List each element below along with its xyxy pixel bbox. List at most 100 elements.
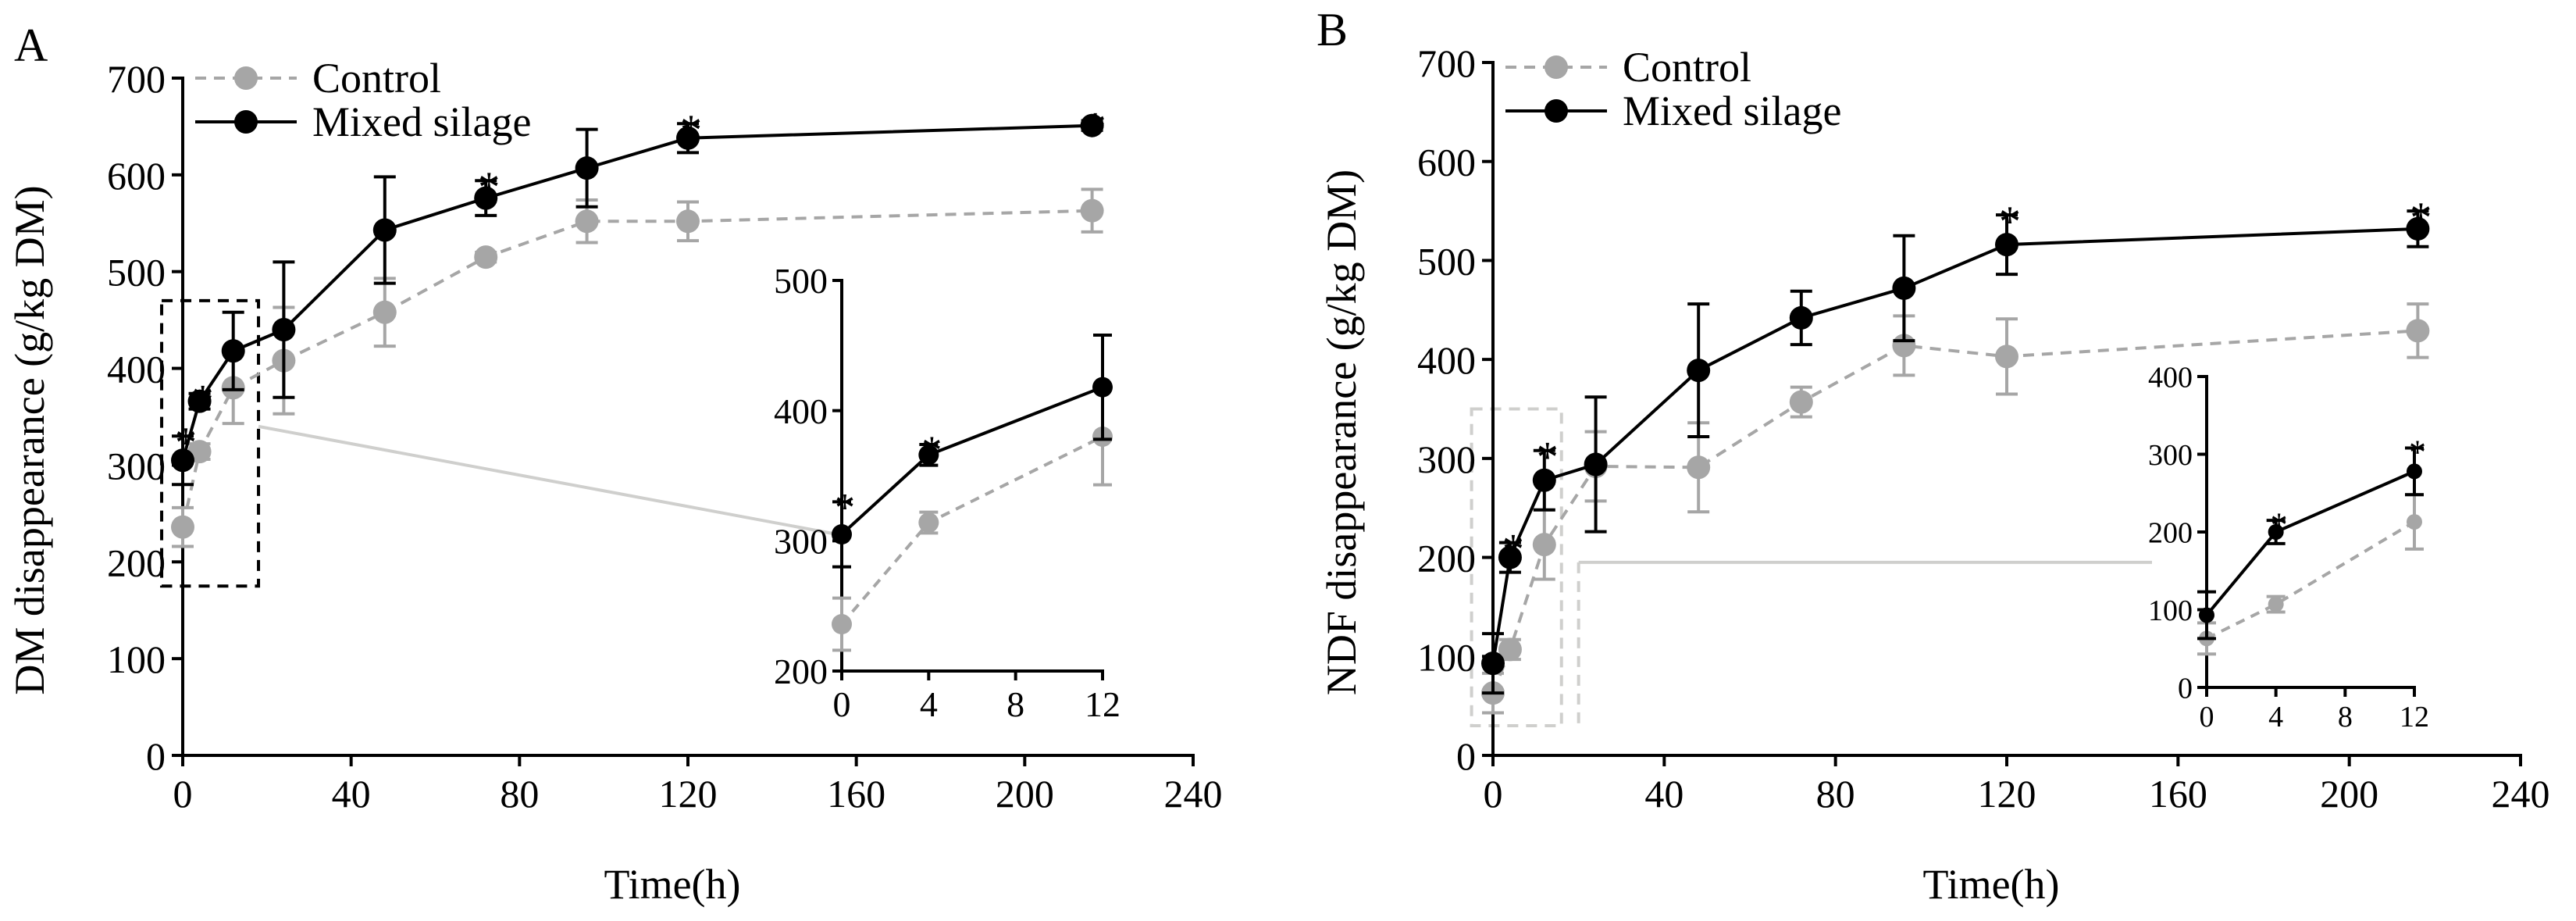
y-axis-title: NDF disappearance (g/kg DM)	[1318, 170, 1365, 695]
legend-marker-mixed-silage	[234, 110, 258, 134]
inset-x-tick-label: 12	[1085, 684, 1121, 724]
panel-a-plot-area: **** *	[171, 103, 1106, 548]
panel-a-zoom-box	[160, 298, 261, 588]
inset-series-line-mixed-silage	[840, 385, 1103, 536]
y-tick-label: 600	[107, 154, 166, 198]
main-significance-marker: *	[2410, 194, 2432, 242]
main-data-point	[1995, 344, 2018, 369]
inset-x-tick-label: 8	[1007, 684, 1024, 724]
main-data-point	[474, 245, 498, 270]
x-tick-label: 0	[173, 772, 193, 816]
inset-x-tick-label: 0	[833, 684, 851, 724]
main-series-line-control	[1491, 329, 2418, 694]
main-data-point	[372, 218, 397, 242]
legend-label: Mixed silage	[1623, 87, 1841, 134]
panel-b-plot-area: * * * *	[1481, 194, 2432, 715]
main-significance-marker: *	[680, 106, 702, 155]
main-data-point	[1080, 113, 1104, 137]
legend-marker-mixed-silage	[1545, 99, 1568, 123]
y-tick-label: 600	[1417, 141, 1476, 184]
x-tick-label: 40	[332, 772, 371, 816]
main-data-point	[474, 186, 498, 210]
main-data-point	[1789, 390, 1813, 414]
inset-y-tick-label: 300	[2148, 439, 2193, 472]
x-tick-label: 160	[827, 772, 885, 816]
inset-data-point	[2199, 607, 2214, 623]
inset-data-point	[832, 524, 852, 544]
main-significance-marker: *	[175, 419, 197, 467]
y-tick-label: 300	[1417, 437, 1476, 481]
main-data-point	[1995, 233, 2018, 257]
inset-significance-marker: *	[835, 486, 855, 530]
y-tick-label: 700	[107, 57, 166, 101]
inset-series-line-control	[2206, 520, 2416, 641]
inset-data-point	[2407, 514, 2422, 530]
x-tick-label: 240	[1164, 772, 1223, 816]
main-series-line-mixed-silage	[181, 123, 1092, 461]
legend-label: Mixed silage	[312, 98, 531, 145]
x-tick-label: 80	[1816, 772, 1855, 816]
y-tick-label: 200	[107, 541, 166, 584]
x-tick-label: 0	[1484, 772, 1503, 816]
main-data-point	[1498, 545, 1522, 569]
inset-data-point	[832, 614, 852, 634]
y-tick-label: 700	[1417, 41, 1476, 85]
inset-y-tick-label: 200	[774, 651, 828, 691]
inset-significance-marker: *	[2271, 505, 2288, 544]
y-tick-label: 300	[107, 444, 166, 487]
inset-series-line-control	[840, 435, 1103, 626]
x-tick-label: 160	[2149, 772, 2207, 816]
main-data-point	[171, 515, 194, 539]
inset-series-line-mixed-silage	[2205, 469, 2415, 616]
main-significance-marker: *	[1999, 198, 2021, 246]
main-data-point	[1892, 276, 1916, 300]
main-data-point	[372, 300, 397, 324]
inset-x-tick-label: 8	[2338, 701, 2353, 734]
main-data-point	[171, 448, 194, 473]
y-tick-label: 100	[1417, 635, 1476, 679]
x-tick-label: 120	[659, 772, 718, 816]
x-axis-title: Time(h)	[604, 861, 740, 908]
main-data-point	[575, 209, 599, 234]
panel-label: B	[1317, 4, 1348, 55]
main-data-point	[2406, 319, 2430, 343]
main-data-point	[1080, 198, 1104, 223]
inset-x-tick-label: 0	[2200, 701, 2214, 734]
inset-significance-marker: *	[921, 429, 942, 473]
inset-x-tick-label: 4	[920, 684, 938, 724]
main-significance-marker: *	[478, 163, 500, 212]
main-data-point	[1789, 305, 1813, 330]
y-tick-label: 500	[107, 251, 166, 295]
inset-y-tick-label: 500	[774, 261, 828, 301]
main-data-point	[676, 209, 700, 234]
inset-y-tick-label: 300	[774, 521, 828, 561]
main-data-point	[221, 339, 245, 363]
main-significance-marker: *	[1537, 434, 1559, 482]
inset-y-tick-label: 0	[2178, 672, 2193, 705]
inset-data-point	[1092, 377, 1113, 398]
x-tick-label: 200	[2320, 772, 2378, 816]
main-data-point	[272, 318, 296, 342]
panel-a-inset: 200 300 400 500 0 4 8 12 * *	[774, 261, 1121, 724]
y-tick-label: 0	[1456, 734, 1476, 778]
y-tick-label: 200	[1417, 537, 1476, 580]
y-tick-label: 0	[146, 734, 166, 778]
x-tick-label: 200	[996, 772, 1054, 816]
main-data-point	[187, 389, 212, 413]
x-tick-label: 240	[2492, 772, 2550, 816]
inset-y-tick-label: 100	[2148, 594, 2193, 627]
main-data-point	[1498, 637, 1522, 662]
x-axis-title: Time(h)	[1922, 861, 2059, 908]
x-tick-label: 40	[1644, 772, 1683, 816]
main-data-point	[1687, 455, 1711, 480]
main-significance-marker: *	[1085, 103, 1106, 152]
legend-marker-control	[1545, 55, 1568, 79]
inset-data-point	[2268, 596, 2284, 612]
main-significance-marker: *	[192, 377, 214, 425]
main-series-line-control	[181, 209, 1092, 528]
